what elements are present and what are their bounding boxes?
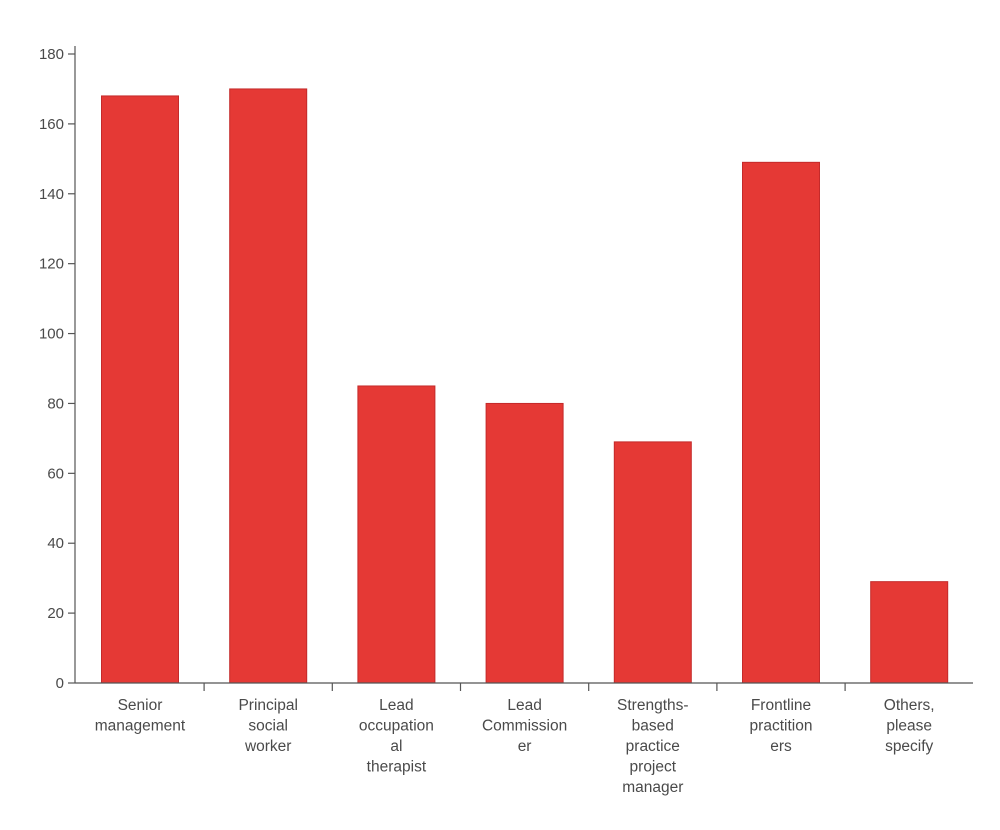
x-category-label-line: practition	[750, 718, 813, 735]
y-tick-label: 120	[39, 256, 64, 273]
x-category-label: Senior management	[95, 697, 186, 735]
y-tick-label: 20	[47, 605, 64, 622]
y-tick-label: 80	[47, 395, 64, 412]
x-category-label-line: practice	[626, 738, 680, 755]
x-category-label-line: Strengths-	[617, 697, 689, 714]
x-category-label-line: manager	[622, 779, 683, 796]
x-category-label-line: project	[630, 759, 677, 776]
bar	[742, 161, 820, 684]
x-category-label: Lead Commission er	[482, 697, 567, 755]
x-category-label-line: al	[390, 738, 402, 755]
x-category-label: Lead occupation al therapist	[359, 697, 434, 776]
x-category-label-line: Others,	[884, 697, 935, 714]
x-category-label-line: specify	[885, 738, 933, 755]
x-category-label-line: worker	[244, 738, 292, 755]
x-category-label-line: ers	[770, 738, 792, 755]
bar	[613, 441, 692, 684]
x-category-label: Frontline practition ers	[750, 697, 813, 755]
x-category-label-line: Senior	[118, 697, 163, 714]
x-axis-ticks	[203, 683, 846, 691]
y-tick-label: 60	[47, 465, 64, 482]
bar	[101, 95, 179, 684]
y-tick-label: 140	[39, 186, 64, 203]
x-category-label: Principal social worker	[238, 697, 297, 755]
x-category-label-line: occupation	[359, 718, 434, 735]
x-axis-category-labels: Senior management Principal social worker Lea…	[95, 697, 935, 796]
y-tick-label: 40	[47, 535, 64, 552]
x-category-label-line: based	[632, 718, 674, 735]
y-tick-label: 180	[39, 46, 64, 63]
y-axis-ticks: 0 20 40 60 80 100 120 140 160 180	[39, 46, 75, 692]
x-category-label-line: Principal	[238, 697, 297, 714]
x-category-label-line: please	[886, 718, 932, 735]
x-category-label: Strengths-based practice project manager	[617, 697, 689, 796]
x-category-label-line: social	[248, 718, 288, 735]
bar	[229, 88, 308, 684]
x-category-label-line: Lead	[379, 697, 413, 714]
bar	[357, 385, 436, 684]
y-tick-label: 160	[39, 116, 64, 133]
y-tick-label: 0	[56, 675, 64, 692]
x-category-label: Others, please specify	[884, 697, 935, 755]
bar	[870, 581, 949, 684]
x-category-label-line: er	[518, 738, 532, 755]
x-category-label-line: Frontline	[751, 697, 811, 714]
bars-layer	[101, 88, 949, 684]
bar	[485, 402, 564, 684]
x-category-label-line: Commission	[482, 718, 567, 735]
x-category-label-line: Lead	[507, 697, 541, 714]
x-category-label-line: management	[95, 718, 186, 735]
x-category-label-line: therapist	[367, 759, 427, 776]
y-tick-label: 100	[39, 326, 64, 343]
axes-layer	[74, 46, 973, 684]
